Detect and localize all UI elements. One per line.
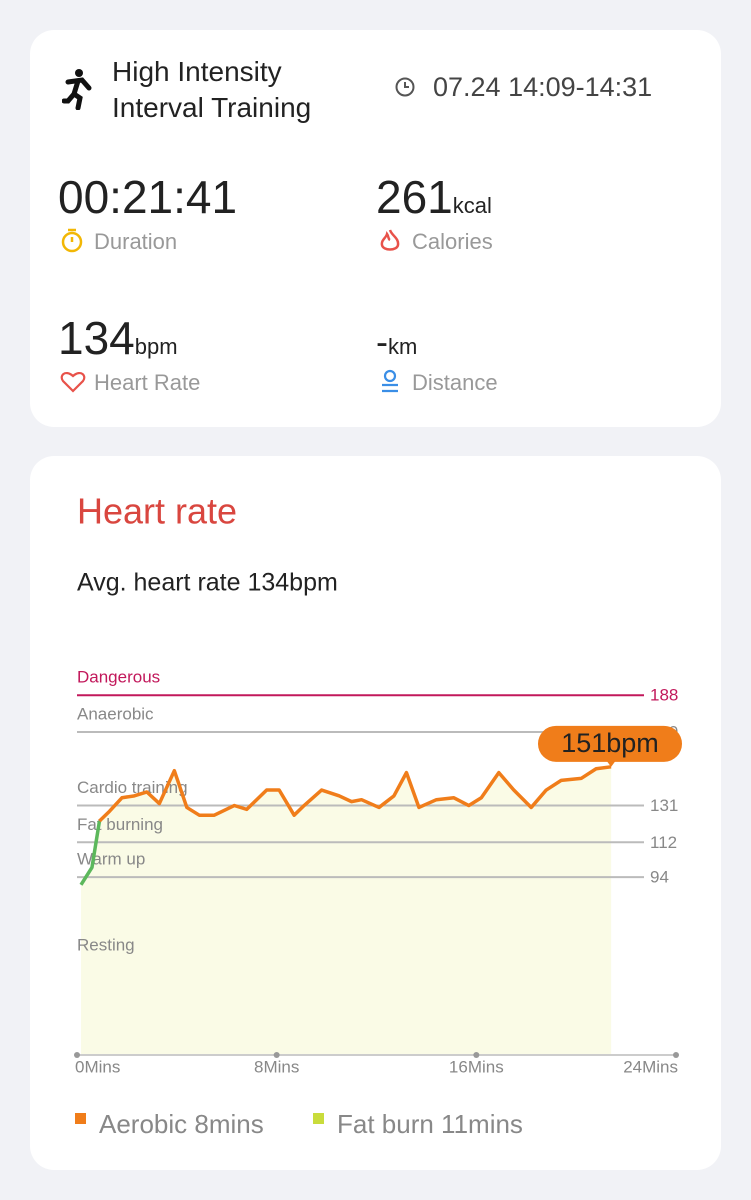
stat-unit: kcal <box>452 193 492 218</box>
stat: -km <box>376 321 417 363</box>
x-tick-label: 8Mins <box>254 1057 299 1076</box>
stat-label: Duration <box>94 229 178 254</box>
stat-value: 134 <box>58 312 135 364</box>
legend-swatch <box>75 1113 86 1124</box>
stat-value: - <box>376 321 388 362</box>
x-tick <box>74 1052 80 1058</box>
area-fill <box>80 766 612 1055</box>
run-icon <box>62 69 92 110</box>
workout-time: 07.24 14:09-14:31 <box>433 72 653 102</box>
zone-label: Fat burning <box>77 815 163 834</box>
zone-label: Cardio training <box>77 778 188 797</box>
value-label: 151bpm <box>561 728 659 758</box>
value-label-bg <box>538 725 682 762</box>
hr-line <box>98 765 612 823</box>
chart-subtitle: Avg. heart rate 134bpm <box>77 569 338 597</box>
stat: 261kcal <box>376 170 492 224</box>
summary-card: High Intensity Interval Training 07.24 1… <box>30 30 721 427</box>
distance-icon <box>382 369 398 393</box>
legend-swatch <box>313 1113 324 1124</box>
y-tick-label: 188 <box>650 686 678 705</box>
x-tick-label: 0Mins <box>75 1057 120 1076</box>
hr-line <box>79 820 102 886</box>
timer-icon <box>61 228 83 253</box>
zone-label: Warm up <box>77 850 145 869</box>
legend-label: Fat burn 11mins <box>337 1109 523 1139</box>
x-tick-label: 16Mins <box>449 1057 504 1076</box>
x-tick <box>473 1052 480 1058</box>
clock-icon <box>395 77 415 97</box>
stat-value: 00:21:41 <box>58 171 238 223</box>
flame-icon <box>380 229 400 251</box>
heart-icon <box>60 372 86 393</box>
stat-label: Calories <box>412 229 493 254</box>
stat-value: 261 <box>376 171 453 223</box>
zone-label: Resting <box>77 936 135 955</box>
stat: 134bpm <box>58 311 178 365</box>
stat-unit: km <box>388 334 418 359</box>
zone-label: Dangerous <box>77 668 160 687</box>
x-tick <box>673 1052 679 1058</box>
y-tick-label: 131 <box>650 796 678 815</box>
stat-label: Heart Rate <box>94 370 201 395</box>
legend-label: Aerobic 8mins <box>99 1109 264 1139</box>
stat: 00:21:41 <box>58 170 237 224</box>
x-tick <box>273 1052 280 1058</box>
y-tick-label: 94 <box>650 868 669 887</box>
stat-label: Distance <box>412 370 498 395</box>
stat-unit: bpm <box>134 334 178 359</box>
zone-label: Anaerobic <box>77 704 154 723</box>
y-tick-label: 112 <box>650 833 677 852</box>
chart-title: Heart rate <box>77 491 237 532</box>
workout-title: High Intensity Interval Training <box>112 56 312 123</box>
x-tick-label: 24Mins <box>623 1057 678 1076</box>
